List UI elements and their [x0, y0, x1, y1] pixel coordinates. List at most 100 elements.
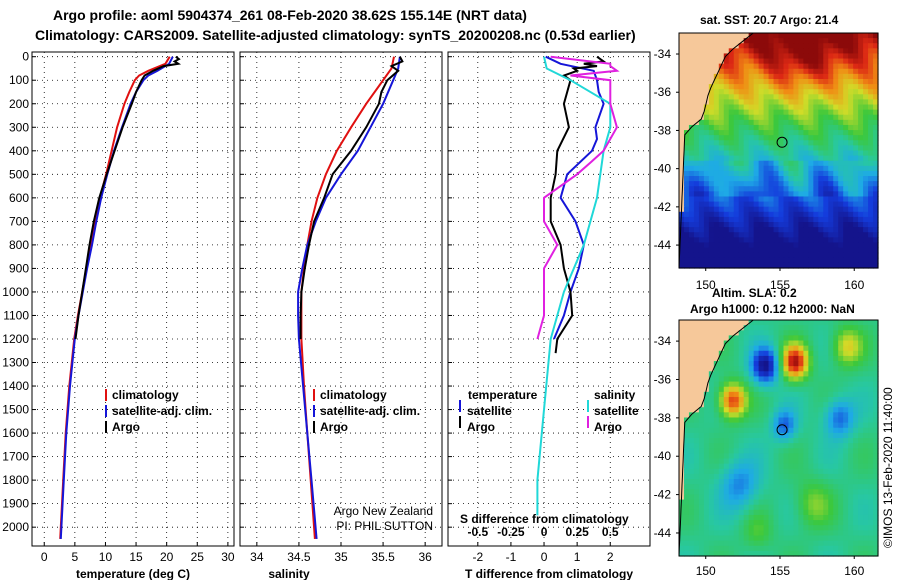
map-cell [758, 438, 765, 444]
map-cell [843, 247, 849, 254]
map-cell [738, 211, 745, 218]
map-cell [713, 257, 720, 264]
map-cell [753, 453, 760, 460]
map-cell [733, 376, 740, 383]
map-cell [683, 376, 690, 383]
map-cell [738, 509, 745, 516]
map-cell [778, 381, 785, 388]
map-cell [728, 504, 735, 511]
map-cell [828, 484, 834, 490]
map-cell [823, 257, 829, 264]
map-cell [843, 227, 849, 233]
map-cell [813, 468, 819, 475]
map-cell [838, 355, 844, 362]
map-cell [788, 504, 795, 511]
map-cell [679, 216, 685, 223]
map-cell [783, 38, 790, 44]
map-cell [718, 104, 725, 111]
map-cell [768, 84, 775, 90]
map-cell [843, 396, 849, 403]
map-cell [748, 119, 755, 126]
map-cell [778, 330, 785, 336]
map-cell [718, 252, 725, 259]
map-cell [718, 376, 725, 383]
map-cell [858, 114, 864, 121]
map-cell [693, 468, 700, 475]
map-cell [833, 330, 839, 336]
map-cell [693, 366, 700, 372]
map-cell [679, 504, 685, 511]
map-cell [838, 196, 844, 203]
map-cell [853, 160, 859, 167]
map-cell [793, 402, 799, 408]
map-cell [748, 484, 755, 490]
map-cell [798, 216, 804, 223]
map-cell [803, 396, 809, 403]
map-cell [679, 227, 685, 233]
map-cell [773, 191, 780, 198]
map-cell [718, 525, 725, 531]
map-cell [758, 104, 765, 111]
map-cell [683, 145, 690, 152]
map-cell [803, 211, 809, 218]
map-cell [768, 499, 775, 506]
map-cell [848, 160, 854, 167]
map-cell [813, 489, 819, 496]
map-cell [803, 63, 809, 70]
map-cell [688, 43, 695, 49]
map-cell [868, 109, 874, 116]
map-cell [743, 53, 750, 60]
map-cell [808, 340, 814, 347]
map-cell [808, 402, 814, 408]
map-cell [848, 89, 854, 95]
map-cell [758, 68, 765, 75]
map-cell [788, 155, 795, 162]
map-cell [813, 58, 819, 65]
map-cell [773, 484, 780, 490]
map-cell [853, 33, 859, 39]
map-cell [838, 216, 844, 223]
map-cell [823, 38, 829, 44]
map-cell [708, 160, 715, 167]
map-cell [708, 43, 715, 49]
map-cell [743, 232, 750, 238]
map-cell [833, 417, 839, 424]
map-cell [733, 535, 740, 542]
map-cell [853, 479, 859, 485]
map-cell [708, 135, 715, 141]
depth-tick-label: 1100 [3, 308, 29, 322]
map-cell [708, 206, 715, 213]
map-cell [753, 366, 760, 372]
map-cell [848, 396, 854, 403]
map-cell [803, 499, 809, 506]
map-cell [788, 340, 795, 347]
map-cell [683, 176, 690, 182]
map-cell [868, 499, 874, 506]
map-cell [788, 124, 795, 131]
map-cell [763, 196, 770, 203]
map-cell [873, 216, 879, 223]
map-cell [758, 114, 765, 121]
map-cell [868, 494, 874, 501]
map-cell [783, 201, 790, 208]
map-cell [803, 155, 809, 162]
map-cell [718, 181, 725, 187]
map-cell [798, 417, 804, 424]
map-cell [813, 140, 819, 146]
map-cell [778, 43, 785, 49]
map-cell [823, 114, 829, 121]
map-cell [679, 355, 685, 362]
map-cell [793, 484, 799, 490]
map-cell [823, 325, 829, 331]
map-cell [723, 130, 730, 136]
map-cell [683, 479, 690, 485]
map-cell [818, 237, 824, 244]
map-cell [778, 262, 785, 269]
map-cell [858, 232, 864, 238]
map-cell [693, 381, 700, 388]
map-cell [733, 99, 740, 106]
map-cell [773, 355, 780, 362]
map-cell [853, 119, 859, 126]
map-cell [713, 170, 720, 177]
map-cell [768, 468, 775, 475]
